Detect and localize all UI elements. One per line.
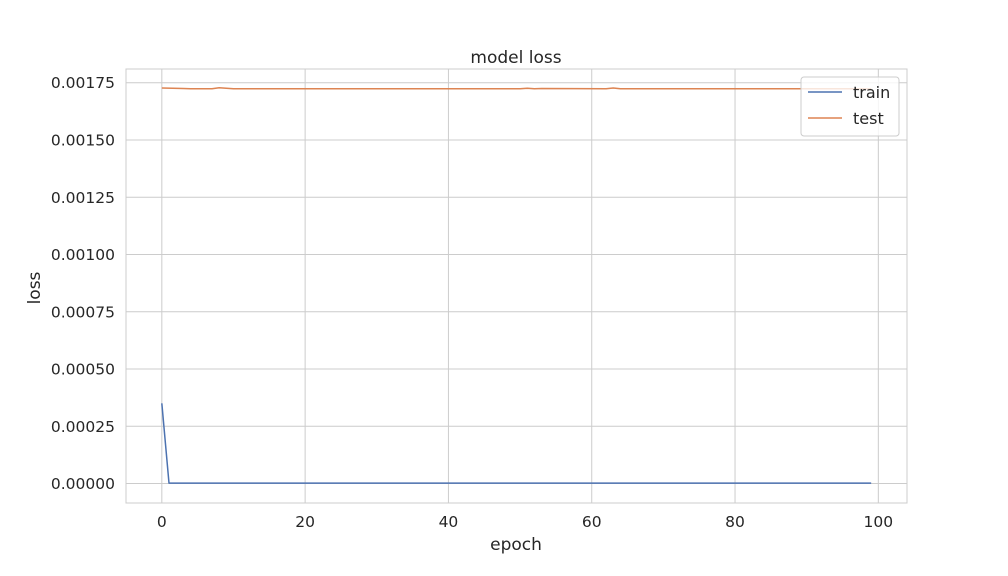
- legend-label-test: test: [853, 109, 884, 128]
- y-tick-label: 0.00050: [51, 361, 115, 379]
- y-tick-label: 0.00125: [51, 189, 115, 207]
- y-tick-label: 0.00175: [51, 74, 115, 92]
- x-axis-label: epoch: [490, 535, 542, 555]
- y-tick-label: 0.00100: [51, 246, 115, 264]
- series-line-test: [161, 87, 872, 90]
- y-tick-label: 0.00075: [51, 303, 115, 321]
- chart-title: model loss: [470, 48, 561, 68]
- x-tick-label: 20: [295, 513, 315, 531]
- x-axis-ticks: 0 20 40 60 80 100: [157, 513, 893, 531]
- y-tick-label: 0.00025: [51, 418, 115, 436]
- legend: train test: [800, 76, 900, 137]
- y-tick-label: 0.00000: [51, 475, 115, 493]
- grid-lines: [126, 69, 907, 503]
- series-layer: [161, 87, 872, 484]
- series-line-train: [161, 403, 872, 484]
- y-tick-label: 0.00150: [51, 131, 115, 149]
- x-tick-label: 60: [582, 513, 602, 531]
- y-axis-ticks: 0.00000 0.00025 0.00050 0.00075 0.00100 0.001…: [51, 74, 115, 493]
- x-tick-label: 100: [864, 513, 894, 531]
- x-tick-label: 0: [157, 513, 167, 531]
- legend-label-train: train: [853, 83, 890, 102]
- x-tick-label: 40: [439, 513, 459, 531]
- y-axis-label: loss: [25, 271, 45, 304]
- plot-area: [125, 68, 908, 504]
- x-tick-label: 80: [725, 513, 745, 531]
